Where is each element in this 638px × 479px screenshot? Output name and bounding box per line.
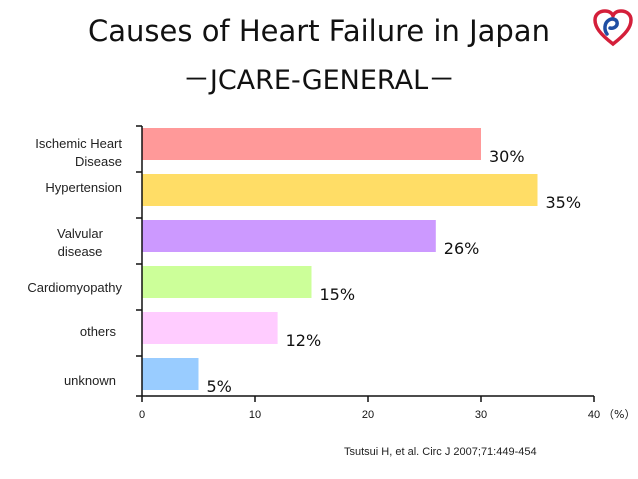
category-label-3: Cardiomyopathy xyxy=(0,279,122,297)
data-label-2: 26% xyxy=(444,239,480,258)
category-label-0: Ischemic Heart Disease xyxy=(0,135,122,171)
x-unit-label: （%） xyxy=(603,408,635,421)
category-label-line: Hypertension xyxy=(45,180,122,195)
category-label-line: Valvular xyxy=(56,226,103,241)
category-label-4: others xyxy=(40,323,116,341)
data-label-5: 5% xyxy=(207,377,232,396)
bar-2 xyxy=(142,220,436,252)
category-label-5: unknown xyxy=(40,372,116,390)
bar-5 xyxy=(142,358,199,390)
bar-1 xyxy=(142,174,538,206)
category-label-1: Hypertension xyxy=(0,179,122,197)
x-tick-label-3: 30 xyxy=(475,409,487,421)
chart-subtitle: －JCARE-GENERAL－ xyxy=(182,65,456,96)
category-label-line: others xyxy=(79,324,116,339)
data-label-4: 12% xyxy=(286,331,322,350)
chart-title: Causes of Heart Failure in Japan xyxy=(88,14,550,48)
x-tick-label-0: 0 xyxy=(139,409,145,421)
bar-0 xyxy=(142,128,481,160)
data-label-1: 35% xyxy=(546,193,582,212)
x-tick-label-2: 20 xyxy=(362,409,374,421)
data-label-3: 15% xyxy=(320,285,356,304)
x-tick-label-4: 40 xyxy=(588,409,600,421)
bar-3 xyxy=(142,266,312,298)
heart-logo-icon xyxy=(593,9,633,47)
category-label-line: unknown xyxy=(63,373,116,388)
data-label-0: 30% xyxy=(489,147,525,166)
x-tick-label-1: 10 xyxy=(249,409,261,421)
bar-4 xyxy=(142,312,278,344)
category-label-line: Cardiomyopathy xyxy=(27,280,122,295)
category-label-line: Disease xyxy=(75,154,122,169)
category-label-line: disease xyxy=(57,244,103,259)
citation: Tsutsui H, et al. Circ J 2007;71:449-454 xyxy=(344,446,537,458)
category-label-2: Valvular disease xyxy=(40,225,120,261)
category-label-line: Ischemic Heart xyxy=(35,136,122,151)
